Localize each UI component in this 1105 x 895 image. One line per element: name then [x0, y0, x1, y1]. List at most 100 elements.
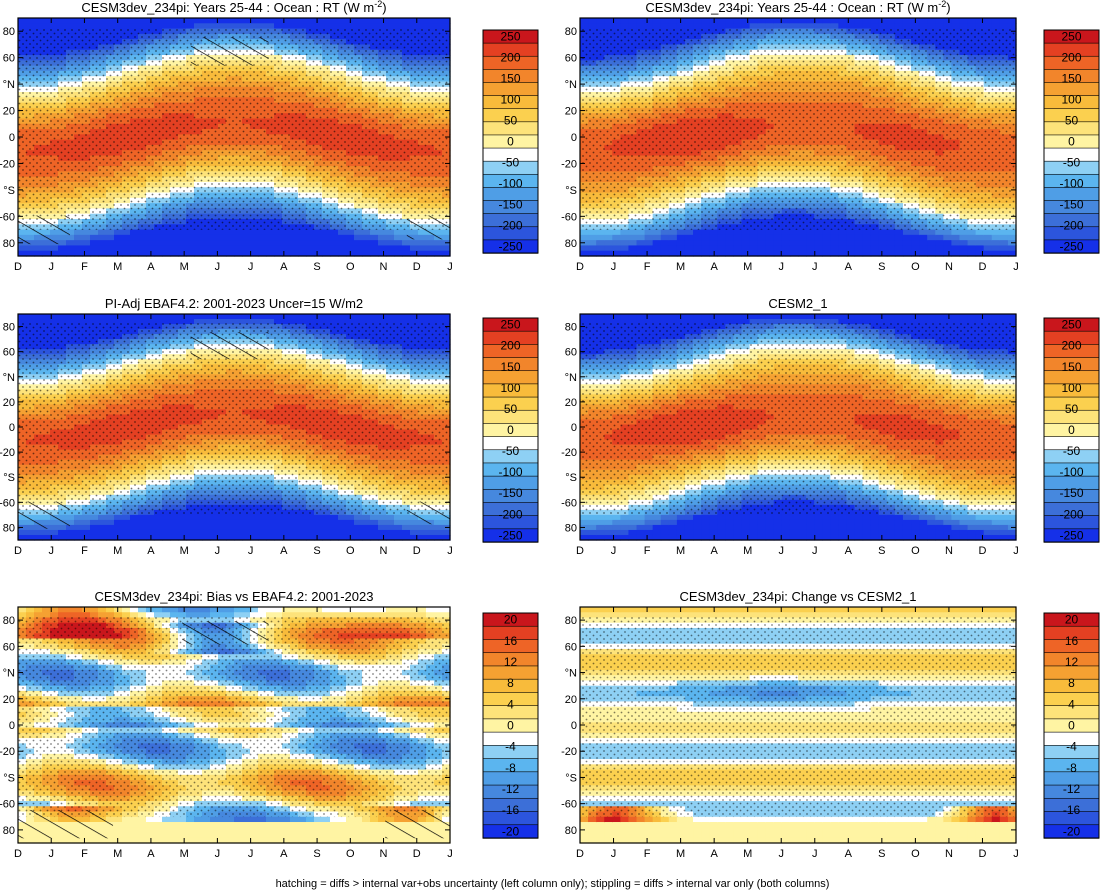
heatmap-cell	[114, 240, 123, 247]
heatmap-cell	[749, 234, 759, 241]
heatmap-cell	[186, 229, 195, 236]
heatmap-cell	[378, 245, 387, 252]
stippling-overlay	[580, 27, 1016, 230]
heatmap-cell	[42, 18, 51, 24]
heatmap-cell	[82, 245, 91, 252]
heatmap-cell	[975, 234, 985, 241]
heatmap-cell	[927, 234, 936, 241]
heatmap-cell	[322, 23, 331, 30]
heatmap-cell	[951, 23, 961, 30]
heatmap-cell	[959, 245, 969, 252]
heatmap-cell	[418, 245, 427, 252]
heatmap-cell	[636, 245, 646, 252]
heatmap-cell	[781, 240, 791, 247]
heatmap-cell	[846, 250, 856, 257]
heatmap-cell	[830, 229, 839, 236]
heatmap-cell	[314, 234, 323, 241]
heatmap-cell	[162, 245, 171, 252]
heatmap-cell	[202, 229, 211, 236]
heatmap-cell	[418, 250, 427, 257]
heatmap-cell	[74, 250, 83, 257]
heatmap-cell	[999, 23, 1009, 30]
heatmap-cell	[580, 18, 589, 24]
heatmap-cell	[911, 23, 920, 30]
heatmap-cell	[604, 229, 613, 236]
heatmap-cell	[725, 229, 734, 236]
heatmap-cell	[717, 250, 726, 257]
heatmap-cell	[717, 234, 726, 241]
heatmap-cell	[652, 23, 662, 30]
heatmap-cell	[709, 23, 718, 30]
heatmap-cell	[282, 234, 291, 241]
heatmap-cell	[935, 18, 944, 24]
heatmap-cell	[42, 245, 51, 252]
heatmap-cell	[386, 18, 395, 24]
heatmap-cell	[701, 229, 710, 236]
heatmap-cell	[604, 234, 613, 241]
heatmap-cell	[773, 250, 783, 257]
heatmap-cell	[242, 245, 251, 252]
heatmap-cell	[290, 229, 299, 236]
heatmap-cell	[902, 18, 912, 24]
x-tick-label: A	[280, 261, 288, 273]
heatmap-cell	[765, 234, 775, 241]
heatmap-cell	[338, 18, 347, 24]
heatmap-cell	[741, 18, 751, 24]
heatmap-cell	[612, 240, 621, 247]
heatmap-cell	[442, 245, 451, 252]
heatmap-cell	[919, 245, 928, 252]
heatmap-cell	[154, 23, 163, 30]
heatmap-cell	[838, 240, 848, 247]
heatmap-cell	[701, 245, 710, 252]
heatmap-cell	[90, 234, 99, 241]
heatmap-cell	[773, 234, 783, 241]
heatmap-cell	[1007, 229, 1017, 236]
heatmap-cell	[612, 23, 621, 30]
heatmap-cell	[66, 240, 75, 247]
heatmap-cell	[789, 23, 799, 30]
heatmap-cell	[652, 240, 662, 247]
heatmap-cell	[250, 240, 259, 247]
heatmap-cell	[580, 250, 589, 257]
heatmap-cell	[838, 234, 848, 241]
heatmap-cell	[975, 229, 985, 236]
heatmap-cell	[162, 18, 171, 24]
heatmap-cell	[838, 245, 848, 252]
heatmap-cell	[274, 240, 283, 247]
heatmap-cell	[660, 229, 670, 236]
heatmap-cell	[596, 18, 605, 24]
panel-2: CESM3dev_234pi: Years 25-44 : Ocean : RT…	[561, 0, 1019, 273]
heatmap-cell	[194, 250, 203, 257]
heatmap-cell	[596, 250, 605, 257]
heatmap-cell	[170, 250, 179, 257]
heatmap-cell	[959, 229, 969, 236]
heatmap-cell	[130, 18, 139, 24]
heatmap-cell	[862, 229, 872, 236]
x-tick-label: D	[576, 261, 584, 273]
heatmap-cell	[146, 23, 155, 30]
heatmap-cell	[967, 229, 977, 236]
heatmap-cell	[620, 240, 630, 247]
heatmap-cell	[935, 229, 944, 236]
heatmap-cell	[717, 18, 726, 24]
heatmap-cell	[604, 18, 613, 24]
heatmap-cell	[959, 250, 969, 257]
heatmap-cell	[660, 18, 670, 24]
heatmap-cell	[42, 250, 51, 257]
colorbar-label: 200	[500, 51, 520, 65]
heatmap-cell	[66, 245, 75, 252]
heatmap-cell	[250, 229, 259, 236]
heatmap-cell	[106, 23, 115, 30]
heatmap-cell	[878, 240, 888, 247]
heatmap-cell	[26, 23, 35, 30]
x-tick-label: S	[313, 261, 320, 273]
heatmap-cell	[894, 18, 904, 24]
heatmap-cell	[668, 234, 678, 241]
heatmap-cell	[362, 234, 371, 241]
heatmap-cell	[106, 229, 115, 236]
heatmap-cell	[74, 234, 83, 241]
heatmap-cell	[741, 250, 751, 257]
colorbar-label: -50	[502, 155, 520, 169]
heatmap-cell	[814, 229, 823, 236]
heatmap-cell	[983, 240, 993, 247]
